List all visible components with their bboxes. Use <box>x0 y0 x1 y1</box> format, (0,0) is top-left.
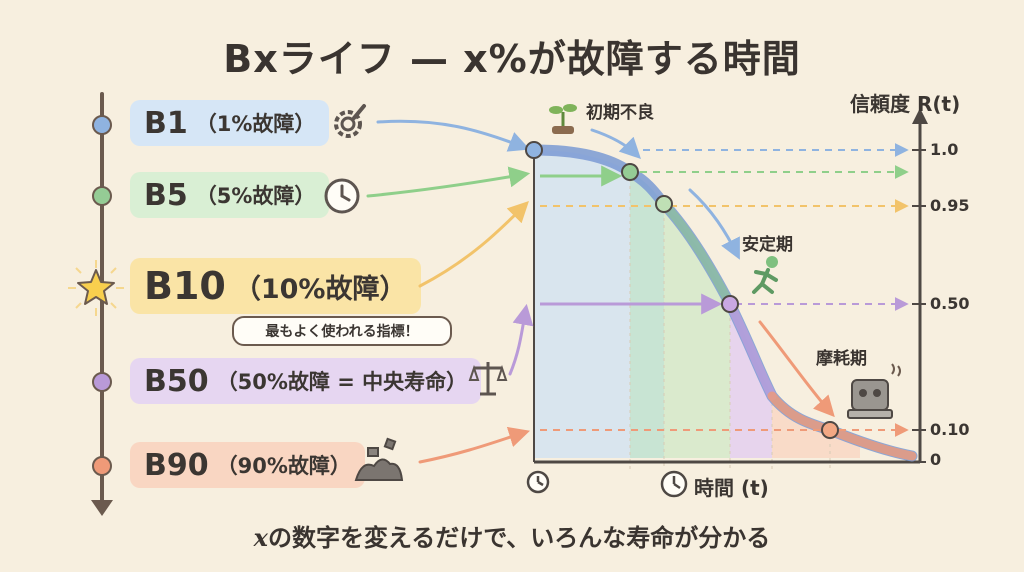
b5-code: B5 <box>144 177 188 213</box>
page-title: Bxライフ — x%が故障する時間 <box>223 37 801 81</box>
b1-desc: （1%故障） <box>195 112 316 136</box>
y-tick-label: 1.0 <box>930 140 959 159</box>
footer-variable: x <box>253 523 268 552</box>
gear-wrench-icon <box>334 104 366 138</box>
phase-wearout-label: 摩耗期 <box>816 349 867 369</box>
footer-text: の数字を変えるだけで、いろんな寿命が分かる <box>267 524 771 552</box>
y-tick-label: 0.10 <box>930 420 970 439</box>
b90-desc: （90%故障） <box>216 454 351 478</box>
b10-desc: （10%故障） <box>233 273 407 305</box>
label-connectors <box>366 119 534 464</box>
timeline-arrow <box>91 500 113 516</box>
phase-stable-label: 安定期 <box>742 235 793 255</box>
rubble-icon <box>354 437 404 481</box>
b10-label: B10 （10%故障） <box>130 258 421 314</box>
point-b10 <box>655 195 673 213</box>
timeline-dot-b1 <box>92 115 112 135</box>
b1-code: B1 <box>144 105 188 141</box>
point-b5 <box>621 163 639 181</box>
y-axis-title: 信頼度 R(t) <box>850 92 961 116</box>
point-b50 <box>721 295 739 313</box>
balance-scale-icon <box>468 362 508 396</box>
b10-callout: 最もよく使われる指標！ <box>232 316 452 346</box>
b50-label: B50 （50%故障 = 中央寿命） <box>130 358 482 404</box>
x-axis-title: 時間 (t) <box>694 476 769 500</box>
timeline-dot-b90 <box>92 456 112 476</box>
point-b90 <box>821 421 839 439</box>
b1-label: B1 （1%故障） <box>130 100 330 146</box>
star-icon <box>66 258 126 318</box>
clock-icon <box>324 178 360 214</box>
runner-icon <box>752 256 778 294</box>
b50-desc: （50%故障 = 中央寿命） <box>216 370 468 394</box>
y-tick-label: 0 <box>930 450 942 469</box>
b10-code: B10 <box>144 264 226 308</box>
curve-entry-arrows <box>540 165 723 315</box>
curve-points <box>525 141 839 439</box>
chart-gridlines <box>629 172 831 470</box>
timeline-dot-b5 <box>92 186 112 206</box>
phase-early-label: 初期不良 <box>586 103 654 123</box>
worn-robot-icon <box>847 363 901 419</box>
y-tick-label: 0.95 <box>930 196 970 215</box>
x-axis-clock-icon <box>526 470 550 494</box>
y-tick-label: 0.50 <box>930 294 970 313</box>
sprout-icon <box>549 104 577 134</box>
b90-code: B90 <box>144 447 209 483</box>
footer-caption: xの数字を変えるだけで、いろんな寿命が分かる <box>0 518 1024 553</box>
time-axis-clock-icon <box>660 470 688 498</box>
phase-arrows <box>590 128 835 418</box>
b5-desc: （5%故障） <box>195 184 316 208</box>
point-b1 <box>525 141 543 159</box>
b50-code: B50 <box>144 363 209 399</box>
y-axis-ticks <box>912 149 926 463</box>
b90-label: B90 （90%故障） <box>130 442 365 488</box>
b5-label: B5 （5%故障） <box>130 172 330 218</box>
timeline-dot-b50 <box>92 372 112 392</box>
y-axis-arrow <box>912 108 928 124</box>
